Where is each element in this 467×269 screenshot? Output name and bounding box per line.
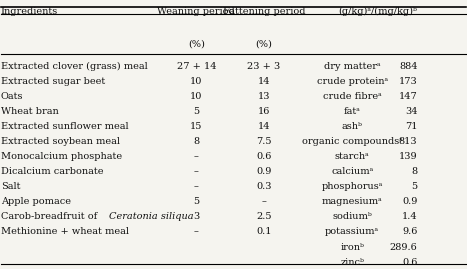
Text: (%): (%) [255,39,272,48]
Text: 34: 34 [405,107,417,116]
Text: –: – [194,228,198,236]
Text: Apple pomace: Apple pomace [0,197,71,206]
Text: 0.6: 0.6 [402,258,417,267]
Text: 8: 8 [193,137,199,146]
Text: 2.5: 2.5 [256,213,271,221]
Text: 289.6: 289.6 [389,243,417,252]
Text: zincᵇ: zincᵇ [340,258,364,267]
Text: Salt: Salt [0,182,20,191]
Text: –: – [194,152,198,161]
Text: 7.5: 7.5 [256,137,271,146]
Text: 147: 147 [399,92,417,101]
Text: Carob-breadfruit of: Carob-breadfruit of [0,213,100,221]
Text: 5: 5 [193,197,199,206]
Text: 16: 16 [258,107,270,116]
Text: 9.6: 9.6 [402,228,417,236]
Text: 0.1: 0.1 [256,228,271,236]
Text: starchᵃ: starchᵃ [335,152,369,161]
Text: 10: 10 [190,92,202,101]
Text: Extracted sugar beet: Extracted sugar beet [0,77,105,86]
Text: crude fibreᵃ: crude fibreᵃ [323,92,382,101]
Text: 13: 13 [257,92,270,101]
Text: 71: 71 [405,122,417,131]
Text: (%): (%) [188,39,205,48]
Text: organic compoundsᵃ: organic compoundsᵃ [302,137,403,146]
Text: 10: 10 [190,77,202,86]
Text: 0.3: 0.3 [256,182,271,191]
Text: fatᵃ: fatᵃ [344,107,361,116]
Text: 5: 5 [411,182,417,191]
Text: Oats: Oats [0,92,23,101]
Text: 5: 5 [193,107,199,116]
Text: Extracted clover (grass) meal: Extracted clover (grass) meal [0,62,148,71]
Text: 3: 3 [193,213,199,221]
Text: (g/kg)ᵃ/(mg/kg)ᵇ: (g/kg)ᵃ/(mg/kg)ᵇ [339,7,417,16]
Text: Ceratonia siliqua: Ceratonia siliqua [109,213,193,221]
Text: 8: 8 [411,167,417,176]
Text: ashᵇ: ashᵇ [342,122,363,131]
Text: 139: 139 [399,152,417,161]
Text: 23 + 3: 23 + 3 [247,62,280,70]
Text: sodiumᵇ: sodiumᵇ [333,213,372,221]
Text: 0.6: 0.6 [256,152,271,161]
Text: Extracted soybean meal: Extracted soybean meal [0,137,120,146]
Text: 813: 813 [399,137,417,146]
Text: –: – [262,197,266,206]
Text: Methionine + wheat meal: Methionine + wheat meal [0,228,129,236]
Text: 27 + 14: 27 + 14 [177,62,216,70]
Text: 1.4: 1.4 [402,213,417,221]
Text: Wheat bran: Wheat bran [0,107,58,116]
Text: 0.9: 0.9 [256,167,271,176]
Text: Extracted sunflower meal: Extracted sunflower meal [0,122,128,131]
Text: Monocalcium phosphate: Monocalcium phosphate [0,152,122,161]
Text: potassiumᵃ: potassiumᵃ [325,228,379,236]
Text: calciumᵃ: calciumᵃ [331,167,373,176]
Text: 173: 173 [399,77,417,86]
Text: dry matterᵃ: dry matterᵃ [324,62,381,70]
Text: –: – [194,167,198,176]
Text: 0.9: 0.9 [402,197,417,206]
Text: Ingredients: Ingredients [0,7,58,16]
Text: magnesiumᵃ: magnesiumᵃ [322,197,382,206]
Text: 14: 14 [257,122,270,131]
Text: 15: 15 [190,122,202,131]
Text: 14: 14 [257,77,270,86]
Text: crude proteinᵃ: crude proteinᵃ [317,77,388,86]
Text: 884: 884 [399,62,417,70]
Text: Fattening period: Fattening period [222,7,305,16]
Text: Weaning period: Weaning period [157,7,235,16]
Text: –: – [194,182,198,191]
Text: Dicalcium carbonate: Dicalcium carbonate [0,167,103,176]
Text: phosphorusᵃ: phosphorusᵃ [322,182,383,191]
Text: ironᵇ: ironᵇ [340,243,364,252]
